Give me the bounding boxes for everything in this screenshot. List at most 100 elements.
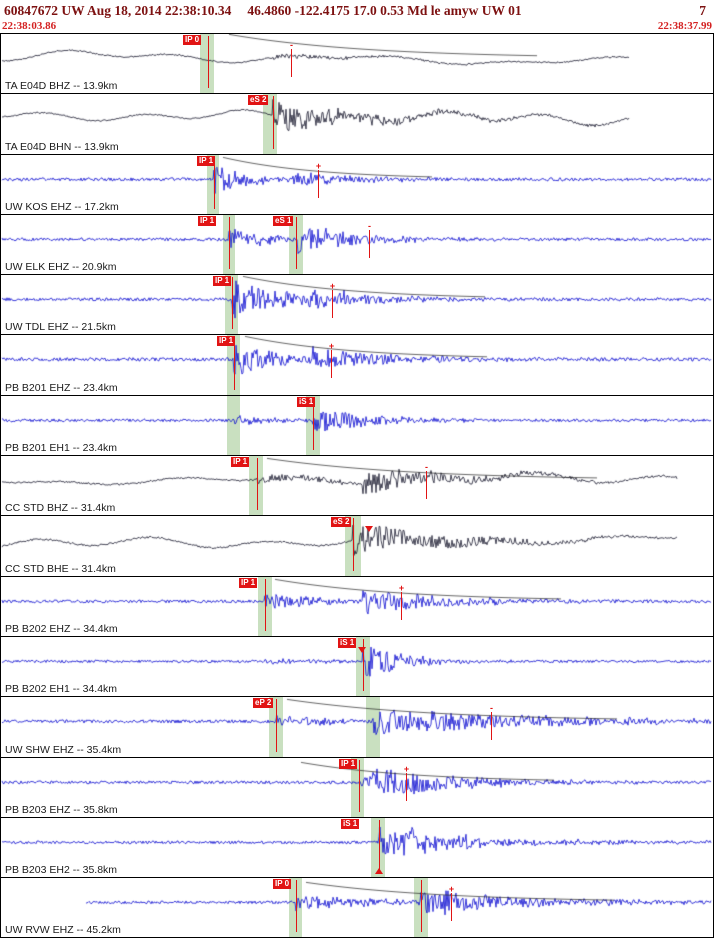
phase-pick-flag[interactable]: iS 1 bbox=[341, 818, 360, 829]
waveform-canvas[interactable] bbox=[1, 576, 713, 635]
amplitude-pick[interactable]: - bbox=[487, 703, 496, 741]
trace-panel[interactable]: IP 0 + UW RVW EHZ -- 45.2km bbox=[0, 877, 714, 938]
trace-panel[interactable]: eS 2 TA E04D BHN -- 13.9km bbox=[0, 93, 714, 155]
phase-pick-line[interactable] bbox=[234, 337, 235, 390]
amplitude-pick-line bbox=[491, 712, 492, 741]
phase-pick-flag[interactable]: IP 0 bbox=[183, 35, 202, 45]
trace-panel[interactable]: IP 1 - CC STD BHZ -- 31.4km bbox=[0, 455, 714, 517]
phase-pick-line[interactable] bbox=[421, 880, 422, 933]
phase-pick-line[interactable] bbox=[296, 880, 297, 933]
phase-pick-flag[interactable]: eP 2 bbox=[253, 698, 274, 709]
phase-pick-flag[interactable]: IP 1 bbox=[239, 577, 258, 588]
waveform-canvas[interactable] bbox=[1, 878, 713, 937]
phase-pick-flag[interactable]: IP 1 bbox=[197, 155, 216, 166]
waveform-canvas[interactable] bbox=[1, 697, 713, 756]
amplitude-pick[interactable]: - bbox=[287, 41, 296, 77]
station-label: PB B203 EHZ -- 35.8km bbox=[5, 803, 118, 816]
phase-pick-line[interactable] bbox=[208, 36, 209, 89]
trace-panel[interactable]: iS 1 PB B201 EH1 -- 23.4km bbox=[0, 394, 714, 457]
waveform-canvas[interactable] bbox=[1, 395, 713, 454]
window-end-time: 22:38:37.99 bbox=[657, 20, 712, 32]
phase-pick-flag[interactable]: iS 1 bbox=[338, 637, 357, 648]
phase-pick-flag[interactable]: eS 2 bbox=[331, 517, 352, 528]
phase-pick-line[interactable] bbox=[353, 518, 354, 571]
station-label: PB B202 EHZ -- 34.4km bbox=[5, 622, 118, 635]
trace-panel[interactable]: iS 1 PB B203 EH2 -- 35.8km bbox=[0, 816, 714, 879]
amplitude-sign: + bbox=[328, 341, 335, 352]
amplitude-pick[interactable]: + bbox=[314, 160, 323, 198]
pick-marker-triangle-icon[interactable] bbox=[375, 868, 383, 875]
phase-pick-line[interactable] bbox=[296, 216, 297, 270]
amplitude-sign: + bbox=[315, 160, 322, 171]
amplitude-sign: + bbox=[403, 763, 410, 774]
station-label: PB B201 EH1 -- 23.4km bbox=[5, 442, 118, 455]
amplitude-sign: - bbox=[425, 462, 428, 473]
trace-panel[interactable]: IP 1 + PB B203 EHZ -- 35.8km bbox=[0, 756, 714, 818]
amplitude-pick-line bbox=[332, 290, 333, 319]
phase-pick-flag[interactable]: IP 1 bbox=[339, 758, 358, 769]
waveform-canvas[interactable] bbox=[1, 516, 713, 575]
amplitude-pick[interactable]: - bbox=[365, 221, 374, 258]
amplitude-pick[interactable]: + bbox=[447, 884, 456, 922]
station-label: CC STD BHZ -- 31.4km bbox=[5, 502, 116, 515]
phase-pick-line[interactable] bbox=[214, 156, 215, 209]
phase-pick-line[interactable] bbox=[363, 638, 364, 692]
phase-pick-flag[interactable]: IP 1 bbox=[217, 336, 236, 347]
trace-panel[interactable]: IP 1 + UW TDL EHZ -- 21.5km bbox=[0, 274, 714, 336]
amplitude-sign: + bbox=[448, 884, 455, 895]
amplitude-sign: + bbox=[398, 582, 405, 593]
waveform-canvas[interactable] bbox=[1, 275, 713, 334]
station-label: UW ELK EHZ -- 20.9km bbox=[5, 261, 117, 274]
waveform-canvas[interactable] bbox=[1, 636, 713, 695]
station-label: TA E04D BHN -- 13.9km bbox=[5, 140, 119, 153]
trace-panel[interactable]: eS 2 CC STD BHE -- 31.4km bbox=[0, 515, 714, 577]
waveform-canvas[interactable] bbox=[1, 214, 713, 273]
phase-pick-flag[interactable]: iS 1 bbox=[297, 396, 316, 407]
phase-pick-flag[interactable]: IP 1 bbox=[198, 215, 217, 226]
amplitude-pick-line bbox=[369, 229, 370, 258]
pick-marker-triangle-icon[interactable] bbox=[365, 526, 373, 533]
waveform-canvas[interactable] bbox=[1, 34, 713, 92]
phase-pick-line[interactable] bbox=[276, 699, 277, 752]
waveform-canvas[interactable] bbox=[1, 94, 713, 153]
waveform-canvas[interactable] bbox=[1, 335, 713, 394]
waveform-canvas[interactable] bbox=[1, 154, 713, 213]
time-axis-bar: 22:38:03.86 22:38:37.99 bbox=[0, 20, 714, 34]
amplitude-sign: - bbox=[490, 703, 493, 714]
amplitude-pick[interactable]: + bbox=[328, 282, 337, 319]
phase-pick-flag[interactable]: IP 1 bbox=[231, 457, 250, 468]
phase-pick-line[interactable] bbox=[265, 578, 266, 631]
station-label: PB B203 EH2 -- 35.8km bbox=[5, 864, 118, 877]
amplitude-pick-line bbox=[426, 471, 427, 500]
trace-panel[interactable]: iS 1 PB B202 EH1 -- 34.4km bbox=[0, 635, 714, 698]
phase-pick-line[interactable] bbox=[232, 277, 233, 330]
amplitude-pick[interactable]: + bbox=[402, 763, 411, 801]
station-label: UW KOS EHZ -- 17.2km bbox=[5, 200, 119, 213]
trace-panel[interactable]: IP 1 + PB B201 EHZ -- 23.4km bbox=[0, 334, 714, 396]
waveform-canvas[interactable] bbox=[1, 456, 713, 515]
trace-panel[interactable]: IP 1 + PB B202 EHZ -- 34.4km bbox=[0, 575, 714, 637]
phase-pick-line[interactable] bbox=[359, 759, 360, 812]
amplitude-pick[interactable]: + bbox=[397, 582, 406, 620]
phase-pick-line[interactable] bbox=[229, 216, 230, 270]
phase-pick-flag[interactable]: IP 0 bbox=[273, 879, 292, 890]
phase-pick-line[interactable] bbox=[379, 819, 380, 873]
station-label: PB B202 EH1 -- 34.4km bbox=[5, 683, 118, 696]
trace-panel[interactable]: IP 1 + UW KOS EHZ -- 17.2km bbox=[0, 153, 714, 215]
phase-pick-flag[interactable]: eS 2 bbox=[248, 95, 269, 106]
phase-pick-line[interactable] bbox=[313, 397, 314, 451]
phase-pick-flag[interactable]: eS 1 bbox=[273, 215, 294, 226]
trace-panel[interactable]: IP 1 eS 1 - UW ELK EHZ -- 20.9km bbox=[0, 213, 714, 276]
amplitude-pick[interactable]: + bbox=[327, 341, 336, 379]
trace-list: IP 0 - TA E04D BHZ -- 13.9km eS 2 TA E04D BH… bbox=[0, 33, 714, 938]
window-start-time: 22:38:03.86 bbox=[2, 20, 57, 32]
trace-panel[interactable]: eP 2 - UW SHW EHZ -- 35.4km bbox=[0, 696, 714, 758]
trace-panel[interactable]: IP 0 - TA E04D BHZ -- 13.9km bbox=[0, 33, 714, 95]
phase-pick-flag[interactable]: IP 1 bbox=[213, 276, 232, 287]
phase-pick-line[interactable] bbox=[273, 96, 274, 149]
amplitude-pick-line bbox=[331, 350, 332, 379]
pick-marker-triangle-icon[interactable] bbox=[358, 646, 366, 653]
phase-pick-line[interactable] bbox=[257, 458, 258, 511]
amplitude-pick-line bbox=[318, 169, 319, 198]
amplitude-pick[interactable]: - bbox=[422, 462, 431, 500]
